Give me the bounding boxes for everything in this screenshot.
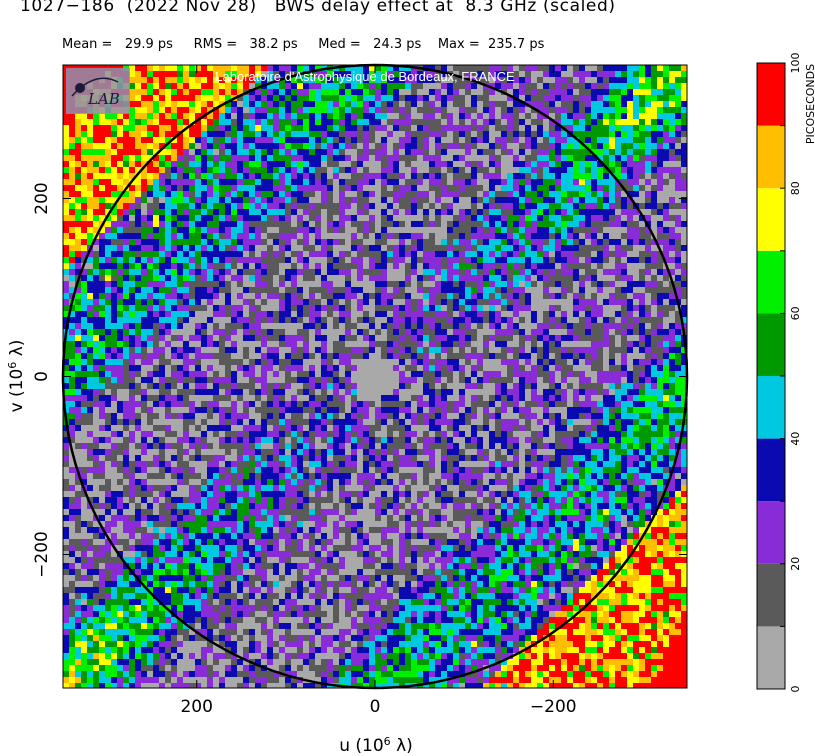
x-tick-label: −200 bbox=[530, 697, 577, 717]
colorbar-tick-label: 100 bbox=[789, 53, 802, 74]
colorbar: 0 20 40 60 80 100 bbox=[756, 53, 802, 693]
colorbar-segment bbox=[757, 376, 785, 439]
colorbar-segment bbox=[757, 188, 785, 251]
heatmap-cells bbox=[63, 65, 687, 688]
statistics-line: Mean = 29.9 ps RMS = 38.2 ps Med = 24.3 … bbox=[62, 37, 545, 52]
y-tick-label: 200 bbox=[32, 182, 52, 214]
lab-logo: LAB bbox=[66, 68, 130, 114]
colorbar-tick-label: 0 bbox=[789, 686, 802, 693]
y-tick-label: −200 bbox=[32, 531, 52, 578]
x-ticks: 200 0 −200 bbox=[180, 65, 577, 717]
x-axis-label: u (106 λ) bbox=[339, 735, 413, 756]
colorbar-segment bbox=[757, 250, 785, 314]
colorbar-tick-label: 20 bbox=[789, 557, 802, 571]
y-tick-label: 0 bbox=[32, 371, 52, 382]
x-tick-label: 200 bbox=[180, 697, 212, 717]
colorbar-segment bbox=[757, 501, 785, 564]
colorbar-segment bbox=[757, 125, 785, 189]
colorbar-tick-label: 40 bbox=[789, 432, 802, 446]
colorbar-segment bbox=[757, 563, 785, 627]
watermark: Laboratoire d'Astrophysique de Bordeaux,… bbox=[215, 69, 515, 84]
colorbar-segment bbox=[757, 438, 785, 502]
colorbar-segment bbox=[757, 626, 785, 689]
logo-text: LAB bbox=[87, 90, 120, 108]
colorbar-tick-label: 80 bbox=[789, 181, 802, 195]
colorbar-segment bbox=[757, 63, 785, 126]
y-ticks: 200 0 −200 bbox=[32, 182, 687, 578]
colorbar-segment bbox=[757, 313, 785, 376]
colorbar-tick-label: 60 bbox=[789, 306, 802, 320]
chart-title: 1027−186 (2022 Nov 28) BWS delay effect … bbox=[20, 0, 616, 16]
x-tick-label: 0 bbox=[370, 697, 381, 717]
y-axis-label: v (106 λ) bbox=[6, 340, 28, 413]
colorbar-label: PICOSECONDS bbox=[804, 64, 815, 144]
